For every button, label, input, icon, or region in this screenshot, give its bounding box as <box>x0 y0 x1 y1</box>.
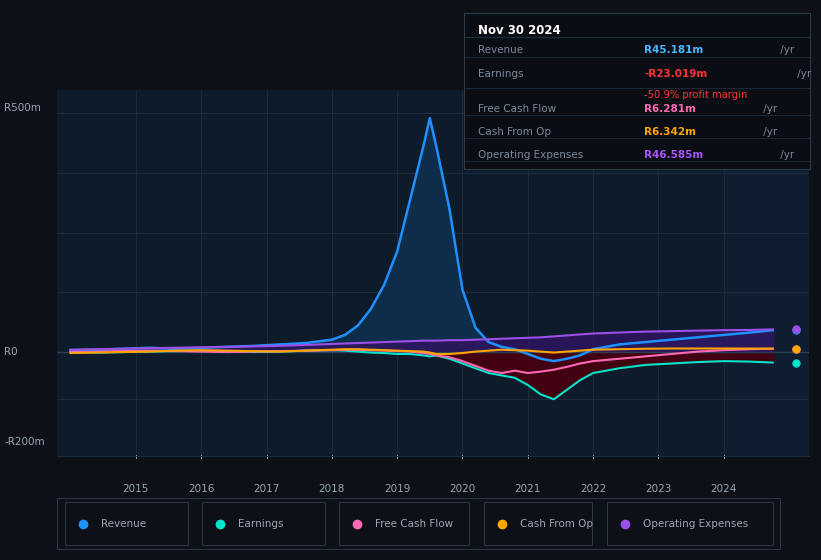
Text: 2015: 2015 <box>122 484 149 494</box>
Text: R46.585m: R46.585m <box>644 151 704 160</box>
Text: -R23.019m: -R23.019m <box>644 69 707 80</box>
Text: 2023: 2023 <box>645 484 672 494</box>
Text: Earnings: Earnings <box>478 69 523 80</box>
Text: /yr: /yr <box>760 127 777 137</box>
Text: R0: R0 <box>4 347 18 357</box>
Text: /yr: /yr <box>794 69 811 80</box>
Text: R6.342m: R6.342m <box>644 127 696 137</box>
Text: /yr: /yr <box>777 45 794 54</box>
Text: R6.281m: R6.281m <box>644 104 696 114</box>
Text: Cash From Op: Cash From Op <box>520 519 593 529</box>
Text: R45.181m: R45.181m <box>644 45 704 54</box>
Text: 2022: 2022 <box>580 484 606 494</box>
Text: -50.9% profit margin: -50.9% profit margin <box>644 90 747 100</box>
Bar <box>724 90 809 456</box>
Text: Revenue: Revenue <box>101 519 146 529</box>
Text: 2021: 2021 <box>515 484 541 494</box>
Text: R500m: R500m <box>4 104 41 114</box>
Text: 2024: 2024 <box>711 484 737 494</box>
Text: 2018: 2018 <box>319 484 345 494</box>
Text: Nov 30 2024: Nov 30 2024 <box>478 24 561 38</box>
Text: -R200m: -R200m <box>4 437 44 447</box>
Text: 2019: 2019 <box>384 484 410 494</box>
Text: Revenue: Revenue <box>478 45 523 54</box>
Text: Free Cash Flow: Free Cash Flow <box>478 104 556 114</box>
Text: 2016: 2016 <box>188 484 214 494</box>
Text: Free Cash Flow: Free Cash Flow <box>375 519 453 529</box>
Text: 2020: 2020 <box>449 484 475 494</box>
Text: 2017: 2017 <box>254 484 280 494</box>
Text: /yr: /yr <box>777 151 794 160</box>
Text: Operating Expenses: Operating Expenses <box>643 519 748 529</box>
Text: Operating Expenses: Operating Expenses <box>478 151 583 160</box>
Text: Cash From Op: Cash From Op <box>478 127 551 137</box>
Text: /yr: /yr <box>760 104 777 114</box>
Text: Earnings: Earnings <box>238 519 283 529</box>
